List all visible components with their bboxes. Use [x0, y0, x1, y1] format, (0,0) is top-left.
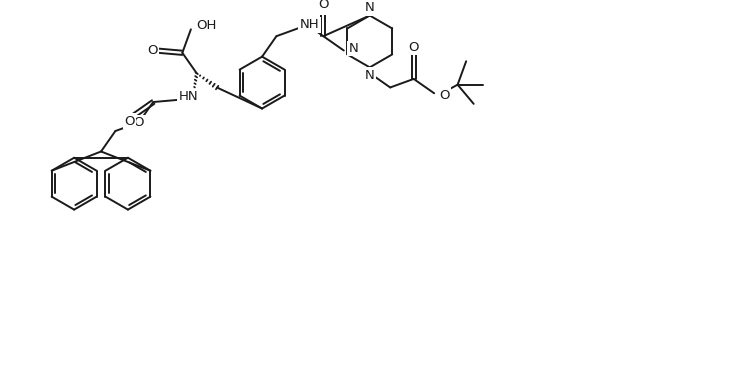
Text: N: N	[365, 1, 375, 14]
Text: O: O	[408, 41, 419, 54]
Text: OH: OH	[196, 19, 217, 32]
Text: O: O	[133, 116, 144, 129]
Text: N: N	[365, 69, 375, 82]
Text: HN: HN	[179, 91, 199, 104]
Text: O: O	[124, 115, 135, 128]
Text: O: O	[439, 89, 450, 102]
Text: O: O	[147, 44, 158, 57]
Text: NH: NH	[299, 18, 319, 31]
Text: N: N	[348, 42, 359, 55]
Text: O: O	[318, 0, 328, 11]
